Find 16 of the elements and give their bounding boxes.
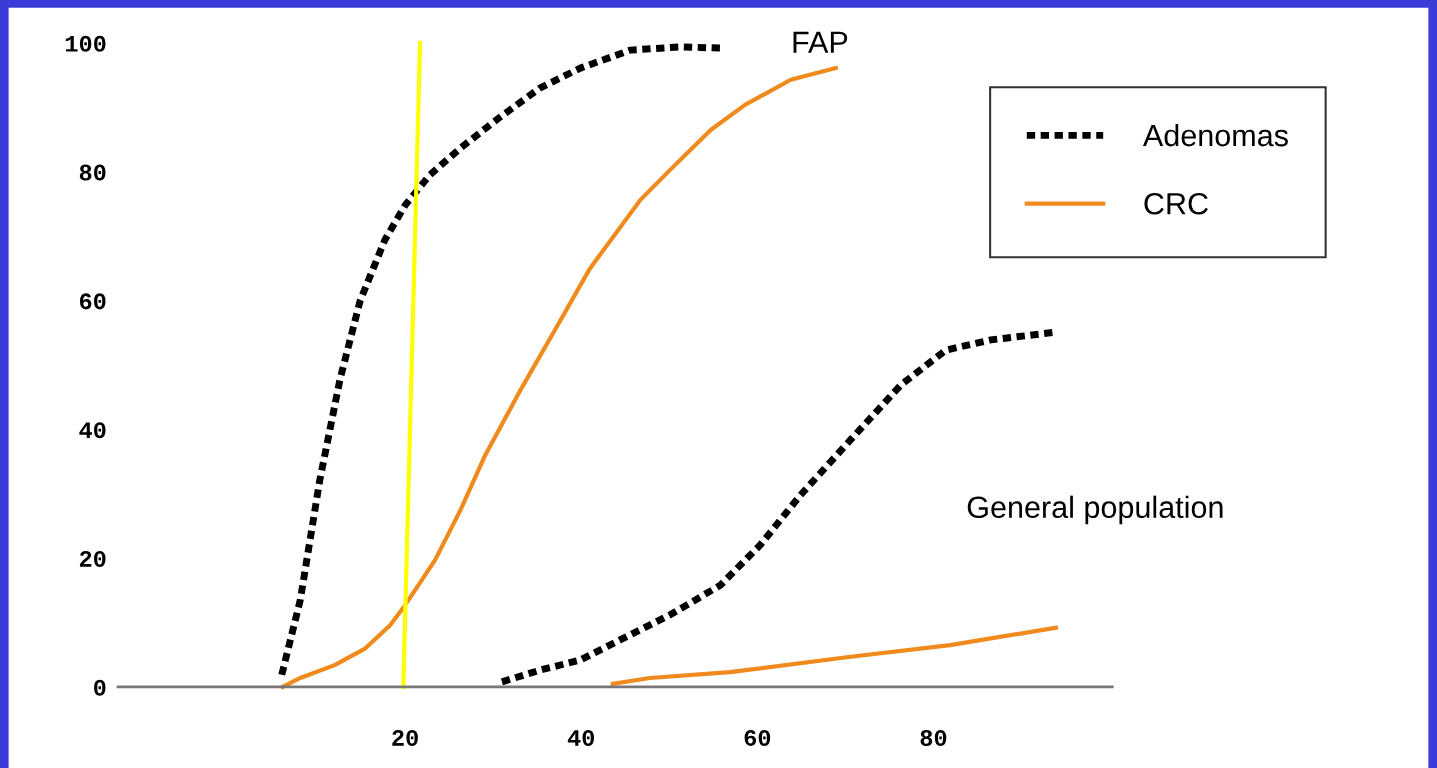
line-series [610, 625, 1058, 686]
legend-label: CRC [1144, 192, 1208, 215]
x-tick-label: 40 [567, 729, 595, 746]
x-tick-label: 20 [392, 729, 418, 746]
x-tick-label: 60 [744, 729, 771, 746]
annotation: FAP [793, 31, 848, 53]
y-tick-label: 40 [79, 422, 106, 439]
y-tick-label: 0 [94, 679, 106, 696]
line-series [280, 66, 838, 690]
x-tick-label: 80 [920, 729, 947, 746]
legend-label: Adenomas [1142, 123, 1288, 147]
y-tick-label: 80 [79, 164, 106, 181]
y-tick-label: 20 [79, 550, 106, 567]
y-tick-label: 100 [65, 35, 106, 52]
annotation: General population [967, 495, 1223, 525]
y-tick-label: 60 [79, 293, 106, 310]
